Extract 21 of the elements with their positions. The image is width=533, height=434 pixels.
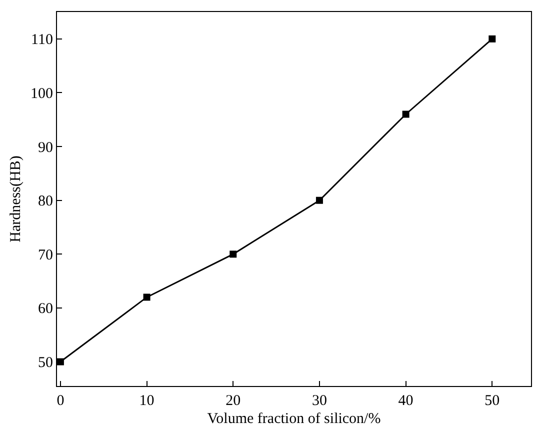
y-tick-label: 50 — [38, 355, 53, 372]
point — [488, 35, 496, 42]
x-tick-label: 50 — [484, 393, 500, 409]
x-tick-label: 40 — [398, 393, 414, 409]
x-tick-label: 0 — [56, 393, 64, 409]
point — [316, 196, 323, 204]
x-tick-label: 20 — [226, 393, 241, 409]
y-tick-label: 70 — [38, 247, 53, 264]
x-axis-title: Volume fraction of silicon/% — [207, 411, 381, 427]
x-tick-label: 30 — [312, 393, 327, 409]
y-tick-label: 100 — [30, 86, 53, 102]
point — [57, 358, 64, 366]
y-tick-label: 60 — [38, 301, 53, 318]
y-tick-label: 90 — [38, 140, 53, 156]
y-tick-label: 80 — [38, 194, 53, 210]
x-tick-label: 10 — [139, 393, 154, 409]
point — [402, 110, 410, 118]
point — [143, 294, 150, 301]
point — [230, 250, 237, 258]
y-axis-title: Hardness(HB) — [8, 156, 24, 242]
y-tick-label: 110 — [31, 32, 53, 48]
